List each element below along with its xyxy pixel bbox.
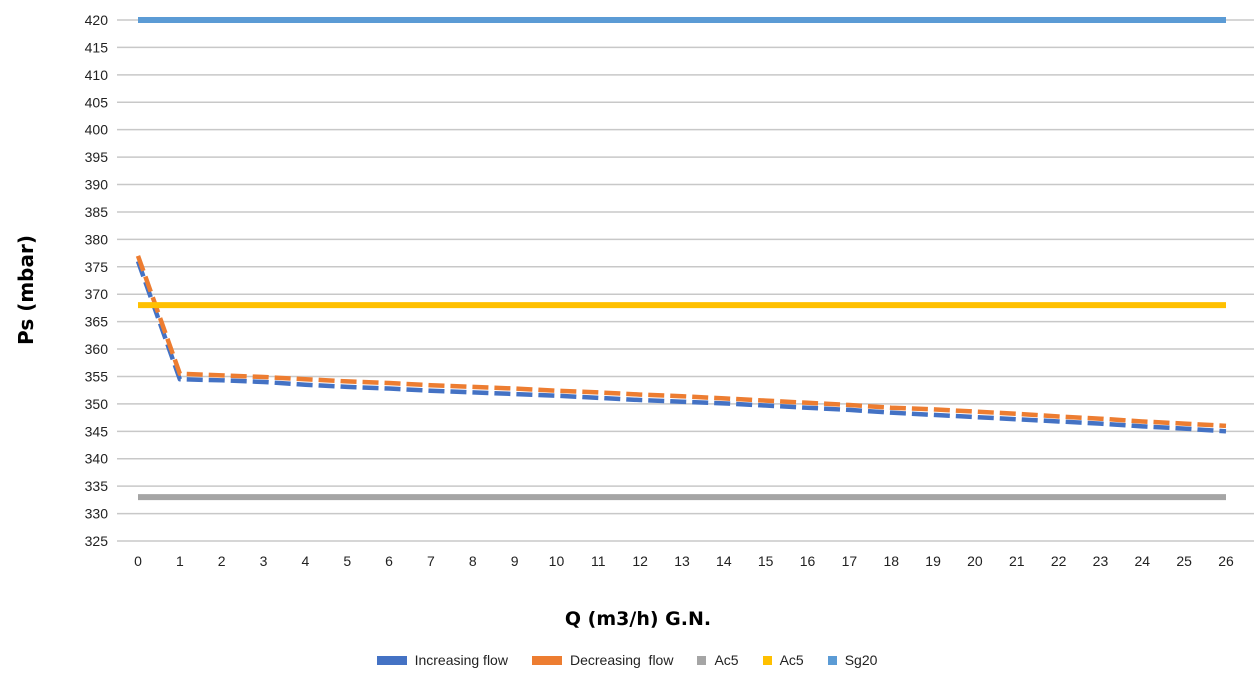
legend-item: Decreasing flow bbox=[531, 652, 674, 668]
x-tick-label: 23 bbox=[1093, 553, 1109, 569]
x-tick-labels: 0 1 2 3 4 5 6 7 8 9 10 11 12 13 14 15 16 17 18 19 20 21 22 23 24… bbox=[134, 553, 1234, 569]
x-tick-label: 19 bbox=[925, 553, 941, 569]
x-tick-label: 17 bbox=[842, 553, 858, 569]
y-tick-label: 325 bbox=[85, 533, 109, 549]
legend-item: Ac5 bbox=[762, 652, 804, 668]
x-tick-label: 2 bbox=[218, 553, 226, 569]
legend-label: Increasing flow bbox=[414, 652, 508, 668]
legend-swatch bbox=[827, 655, 837, 665]
x-tick-label: 0 bbox=[134, 553, 142, 569]
y-tick-label: 345 bbox=[85, 423, 109, 439]
y-tick-label: 400 bbox=[85, 122, 109, 138]
y-tick-label: 340 bbox=[85, 451, 109, 467]
y-tick-label: 350 bbox=[85, 396, 109, 412]
y-tick-label: 405 bbox=[85, 94, 109, 110]
legend-swatch bbox=[762, 655, 772, 665]
y-tick-label: 355 bbox=[85, 368, 109, 384]
y-tick-label: 390 bbox=[85, 177, 109, 193]
legend-label: Ac5 bbox=[714, 652, 739, 668]
y-tick-label: 415 bbox=[85, 39, 109, 55]
gridlines bbox=[117, 19, 1254, 542]
series-line-increasing-flow-0 bbox=[135, 260, 1227, 434]
x-tick-label: 15 bbox=[758, 553, 774, 569]
series-lines bbox=[135, 17, 1227, 501]
legend-label: Ac5 bbox=[779, 652, 804, 668]
x-tick-label: 20 bbox=[967, 553, 983, 569]
legend-label: Sg20 bbox=[844, 652, 878, 668]
x-tick-label: 22 bbox=[1051, 553, 1067, 569]
x-tick-label: 18 bbox=[883, 553, 899, 569]
legend-item: Increasing flow bbox=[376, 652, 508, 668]
y-tick-label: 410 bbox=[85, 67, 109, 83]
y-tick-label: 420 bbox=[85, 12, 109, 28]
series-line-decreasing-flow-1 bbox=[135, 255, 1227, 429]
y-tick-label: 335 bbox=[85, 478, 109, 494]
x-tick-label: 7 bbox=[427, 553, 435, 569]
x-tick-label: 25 bbox=[1176, 553, 1192, 569]
legend-swatch bbox=[697, 655, 707, 665]
y-tick-label: 380 bbox=[85, 231, 109, 247]
x-tick-label: 5 bbox=[343, 553, 351, 569]
x-tick-label: 24 bbox=[1135, 553, 1151, 569]
y-tick-label: 360 bbox=[85, 341, 109, 357]
legend: Increasing flow Decreasing flow Ac5 Ac5 Sg20 bbox=[0, 650, 1254, 670]
y-tick-label: 385 bbox=[85, 204, 109, 220]
y-tick-labels: 325 330 335 340 345 350 355 360 365 370 375 380 385 3… bbox=[85, 12, 109, 549]
legend-item: Ac5 bbox=[697, 652, 739, 668]
x-tick-label: 4 bbox=[301, 553, 309, 569]
y-tick-label: 375 bbox=[85, 259, 109, 275]
x-tick-label: 21 bbox=[1009, 553, 1025, 569]
y-axis-title: Ps (mbar) bbox=[14, 235, 38, 345]
legend-item: Sg20 bbox=[827, 652, 878, 668]
y-tick-label: 395 bbox=[85, 149, 109, 165]
x-tick-label: 12 bbox=[632, 553, 648, 569]
x-tick-label: 1 bbox=[176, 553, 184, 569]
x-tick-label: 16 bbox=[800, 553, 816, 569]
legend-label: Decreasing flow bbox=[569, 652, 674, 668]
x-tick-label: 11 bbox=[591, 553, 606, 569]
x-tick-label: 8 bbox=[469, 553, 477, 569]
x-tick-label: 3 bbox=[260, 553, 268, 569]
x-tick-label: 26 bbox=[1218, 553, 1234, 569]
x-tick-label: 10 bbox=[549, 553, 565, 569]
x-tick-label: 13 bbox=[674, 553, 690, 569]
x-axis-title: Q (m3/h) G.N. bbox=[565, 608, 711, 630]
legend-swatch bbox=[531, 655, 562, 665]
y-tick-label: 330 bbox=[85, 506, 109, 522]
x-tick-label: 9 bbox=[511, 553, 519, 569]
y-tick-label: 365 bbox=[85, 314, 109, 330]
legend-swatch bbox=[376, 655, 407, 665]
x-tick-label: 14 bbox=[716, 553, 732, 569]
x-tick-label: 6 bbox=[385, 553, 393, 569]
y-tick-label: 370 bbox=[85, 286, 109, 302]
